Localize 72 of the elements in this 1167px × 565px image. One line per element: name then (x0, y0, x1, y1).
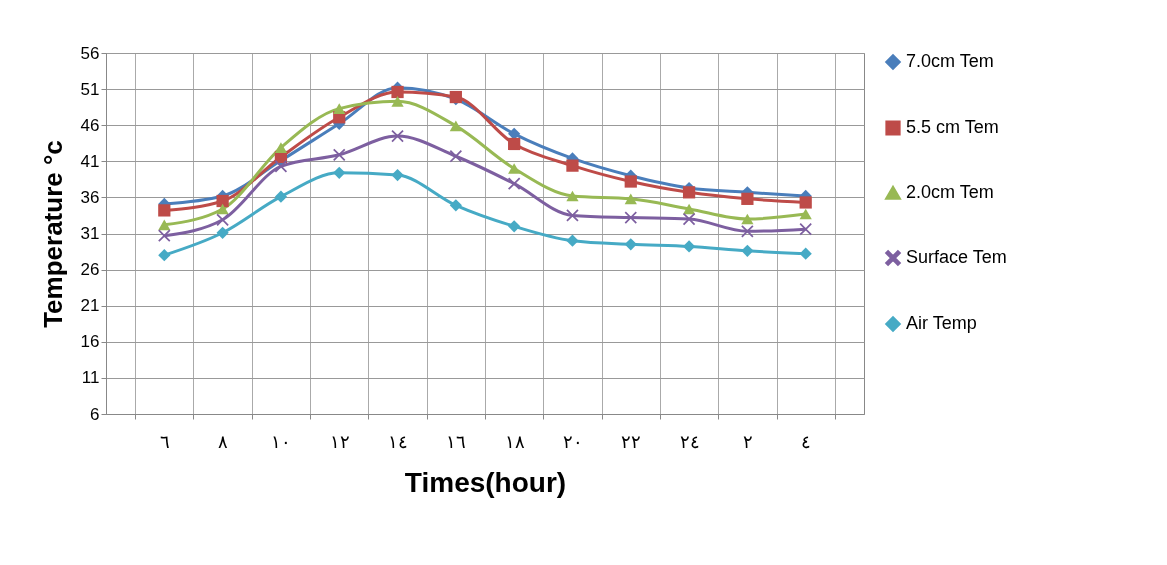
point (216, 194, 229, 208)
point (158, 249, 171, 262)
point (158, 229, 171, 242)
y-tick-label: 56 (80, 43, 100, 63)
point (682, 186, 696, 199)
legend-label: 2.0cm Tem (906, 182, 994, 202)
point (624, 175, 637, 188)
y-tick-label: 51 (80, 79, 100, 99)
point (449, 120, 462, 132)
legend-label: Air Temp (906, 313, 977, 333)
point (624, 193, 637, 205)
x-tick-label: ٨ (218, 431, 229, 452)
point (799, 208, 812, 220)
point (508, 220, 521, 233)
point (333, 166, 346, 179)
point (741, 244, 754, 257)
legend-label: 5.5 cm Tem (906, 117, 999, 137)
point (216, 226, 229, 239)
point (741, 225, 754, 238)
y-tick-label: 31 (80, 224, 100, 243)
point (449, 150, 462, 163)
legend-label: Surface Tem (906, 247, 1007, 267)
point (449, 199, 462, 212)
point (274, 142, 288, 153)
point (566, 209, 579, 222)
y-tick-label: 16 (80, 332, 100, 352)
point (391, 96, 404, 107)
y-tick-label: 26 (80, 260, 100, 280)
point (391, 168, 404, 182)
x-tick-label: ٢ (742, 431, 753, 452)
x-tick-label: ١٢ (329, 431, 350, 452)
point (566, 159, 579, 172)
point (391, 85, 404, 99)
point (682, 240, 696, 253)
point (741, 192, 754, 205)
x-axis-title: Times(hour) (404, 466, 567, 498)
y-tick-label: 36 (80, 187, 100, 207)
point (508, 163, 521, 174)
x-tick-label: ٢٠ (562, 431, 583, 452)
y-tick-label: 21 (80, 296, 100, 316)
y-tick-label: 41 (80, 151, 100, 171)
point (741, 213, 754, 225)
x-tick-label: ٢٢ (621, 431, 642, 452)
point (216, 213, 229, 226)
point (682, 203, 696, 215)
y-axis-title: Temperature °c (37, 140, 68, 328)
point (508, 177, 521, 190)
point (624, 211, 637, 224)
x-tick-label: ٤ (801, 431, 812, 452)
point (158, 204, 171, 217)
point (333, 103, 346, 114)
point (333, 148, 346, 161)
point (682, 212, 696, 226)
y-tick-label: 11 (81, 368, 100, 388)
point (624, 238, 637, 251)
x-tick-label: ١٦ (446, 431, 467, 452)
point (799, 223, 812, 236)
point (566, 234, 579, 247)
y-tick-label: 6 (90, 404, 100, 424)
point (799, 196, 812, 209)
point (216, 203, 229, 215)
point (566, 190, 579, 202)
x-tick-label: ٢٤ (679, 431, 700, 452)
x-tick-label: ٦ (159, 431, 170, 452)
point (158, 219, 171, 231)
x-tick-label: ١٨ (504, 431, 525, 452)
legend-label: 7.0cm Tem (906, 51, 994, 71)
x-tick-label: ١٠ (271, 431, 292, 452)
x-tick-label: ١٤ (388, 431, 409, 452)
y-tick-label: 46 (80, 115, 100, 135)
point (508, 137, 521, 151)
point (274, 190, 288, 203)
